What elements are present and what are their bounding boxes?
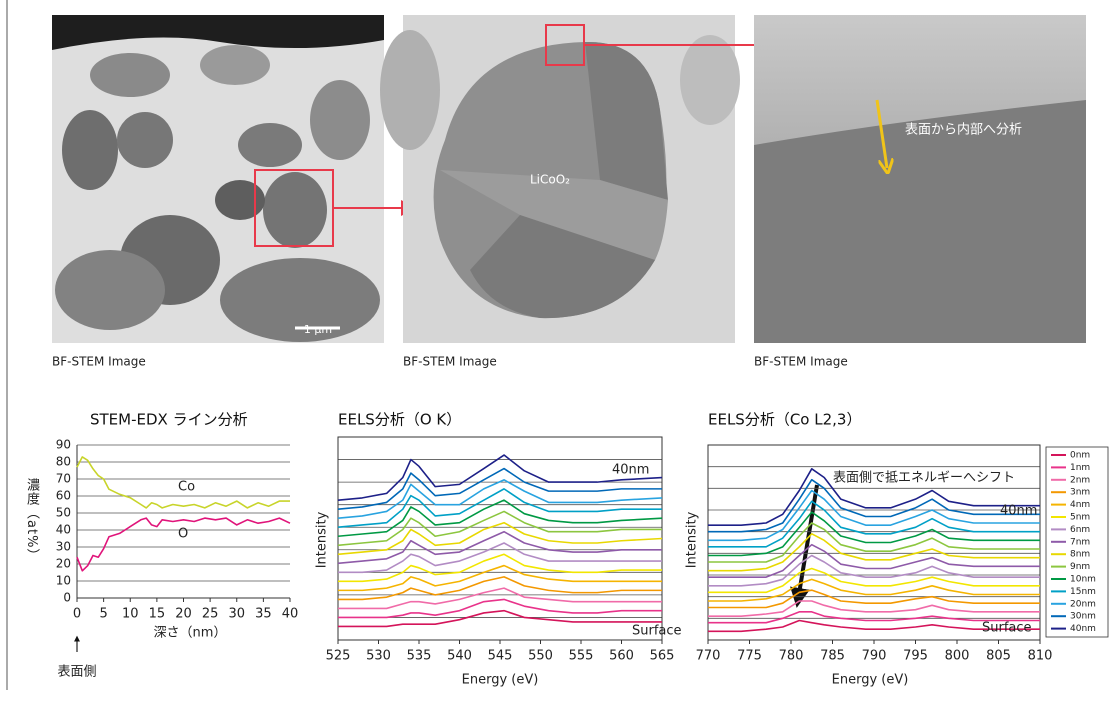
x-tick-label: 810 bbox=[1028, 649, 1053, 664]
x-axis-label: 深さ（nm） bbox=[154, 626, 227, 641]
legend-label: 20nm bbox=[1070, 599, 1096, 609]
x-tick-label: 20 bbox=[175, 607, 192, 622]
x-tick-label: 545 bbox=[488, 649, 513, 664]
data-line bbox=[708, 579, 1040, 601]
y-tick-label: 20 bbox=[56, 557, 71, 571]
series-label: O bbox=[178, 527, 188, 542]
annotation: Surface bbox=[982, 621, 1032, 636]
analysis-label: 表面から内部へ分析 bbox=[905, 122, 1022, 138]
stem-image-3: 表面から内部へ分析 bbox=[754, 15, 1086, 343]
x-tick-label: 770 bbox=[696, 649, 721, 664]
x-tick-label: 530 bbox=[366, 649, 391, 664]
image-caption: BF-STEM Image bbox=[52, 355, 146, 369]
legend-label: 0nm bbox=[1070, 451, 1090, 461]
x-tick-label: 550 bbox=[528, 649, 553, 664]
legend-label: 10nm bbox=[1070, 575, 1096, 585]
x-tick-label: 565 bbox=[650, 649, 675, 664]
legend-label: 30nm bbox=[1070, 612, 1096, 622]
y-tick-label: 10 bbox=[56, 574, 71, 588]
y-tick-label: 40 bbox=[56, 523, 71, 537]
y-tick-label: 80 bbox=[56, 455, 71, 469]
x-axis-label: Energy (eV) bbox=[462, 673, 539, 688]
legend-label: 1nm bbox=[1070, 463, 1090, 473]
data-line bbox=[708, 569, 1040, 593]
legend-label: 40nm bbox=[1070, 624, 1096, 634]
legend-label: 4nm bbox=[1070, 500, 1090, 510]
image-caption: BF-STEM Image bbox=[403, 355, 497, 369]
y-tick-label: 90 bbox=[56, 438, 71, 452]
x-tick-label: 535 bbox=[407, 649, 432, 664]
y-tick-label: 60 bbox=[56, 489, 71, 503]
x-tick-label: 0 bbox=[73, 607, 81, 622]
y-axis-label: 濃度（at%） bbox=[22, 478, 41, 562]
legend-label: 15nm bbox=[1070, 587, 1096, 597]
data-line bbox=[338, 532, 662, 564]
stem-image-1: 1 μm bbox=[52, 15, 384, 343]
annotation: 40nm bbox=[612, 463, 649, 478]
legend-label: 5nm bbox=[1070, 513, 1090, 523]
x-tick-label: 10 bbox=[122, 607, 139, 622]
data-line bbox=[708, 491, 1040, 541]
particle-label: LiCoO₂ bbox=[530, 173, 570, 187]
legend-label: 2nm bbox=[1070, 475, 1090, 485]
image-caption: BF-STEM Image bbox=[754, 355, 848, 369]
x-tick-label: 5 bbox=[99, 607, 107, 622]
y-tick-label: 70 bbox=[56, 472, 71, 486]
annotation: 表面側で抵エネルギーへシフト bbox=[833, 471, 1015, 486]
x-tick-label: 25 bbox=[202, 607, 219, 622]
data-line bbox=[338, 543, 662, 572]
scale-bar-label: 1 μm bbox=[304, 323, 332, 336]
x-tick-label: 775 bbox=[737, 649, 762, 664]
x-tick-label: 540 bbox=[447, 649, 472, 664]
x-tick-label: 555 bbox=[569, 649, 594, 664]
annotation: Surface bbox=[632, 624, 682, 639]
x-tick-label: 785 bbox=[820, 649, 845, 664]
chart-title: EELS分析（Co L2,3） bbox=[708, 411, 861, 429]
x-tick-label: 40 bbox=[282, 607, 299, 622]
x-tick-label: 35 bbox=[255, 607, 272, 622]
x-tick-label: 560 bbox=[609, 649, 634, 664]
chart-title: EELS分析（O K） bbox=[338, 411, 461, 429]
annotation: 40nm bbox=[1000, 504, 1037, 519]
x-tick-label: 15 bbox=[149, 607, 166, 622]
x-axis-label: Energy (eV) bbox=[832, 673, 909, 688]
x-tick-label: 780 bbox=[779, 649, 804, 664]
x-tick-label: 805 bbox=[986, 649, 1011, 664]
page: 1 μm LiCoO₂ 表面から内部へ分析 BF-STEM Image BF-S… bbox=[0, 0, 1113, 707]
data-line bbox=[338, 611, 662, 627]
y-axis-label: Intensity bbox=[685, 511, 700, 568]
stem-image-2: LiCoO₂ bbox=[380, 15, 740, 343]
series-label: Co bbox=[178, 480, 195, 495]
legend-label: 6nm bbox=[1070, 525, 1090, 535]
legend-label: 9nm bbox=[1070, 562, 1090, 572]
y-tick-label: 0 bbox=[63, 591, 71, 605]
y-tick-label: 30 bbox=[56, 540, 71, 554]
y-tick-label: 50 bbox=[56, 506, 71, 520]
x-tick-label: 800 bbox=[945, 649, 970, 664]
chart-title: STEM-EDX ライン分析 bbox=[90, 411, 248, 429]
x-tick-label: 30 bbox=[228, 607, 245, 622]
legend-label: 3nm bbox=[1070, 488, 1090, 498]
annotation: 表面側 bbox=[57, 665, 96, 680]
figure: 1 μm LiCoO₂ 表面から内部へ分析 BF-STEM Image BF-S… bbox=[0, 0, 1113, 707]
y-axis-label: Intensity bbox=[315, 511, 330, 568]
legend-label: 7nm bbox=[1070, 537, 1090, 547]
x-tick-label: 795 bbox=[903, 649, 928, 664]
x-tick-label: 790 bbox=[862, 649, 887, 664]
legend-label: 8nm bbox=[1070, 550, 1090, 560]
x-tick-label: 525 bbox=[326, 649, 351, 664]
data-line bbox=[338, 511, 662, 545]
